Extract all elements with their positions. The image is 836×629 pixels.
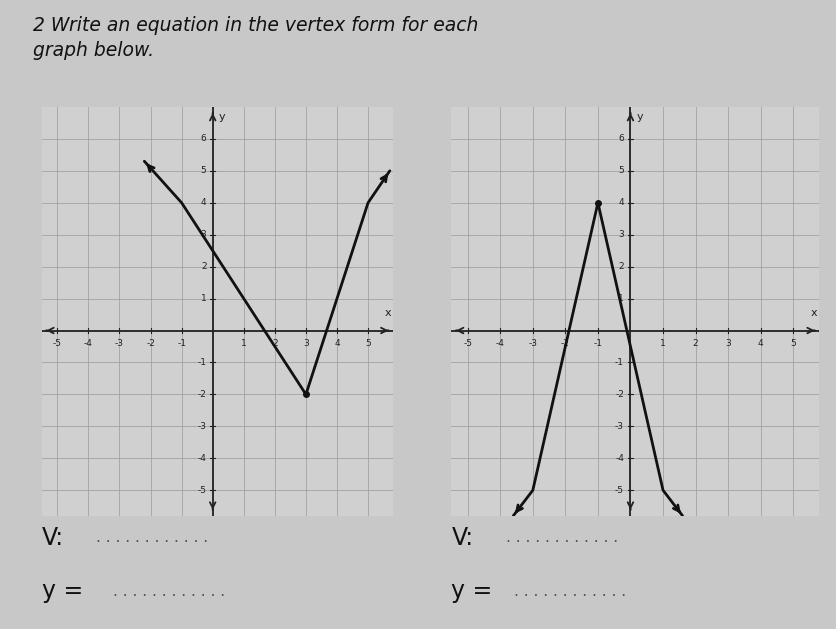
Text: x: x xyxy=(385,308,391,318)
Text: -3: -3 xyxy=(115,338,124,347)
Text: 2: 2 xyxy=(693,338,698,347)
Text: 1: 1 xyxy=(241,338,247,347)
Text: -4: -4 xyxy=(197,454,206,463)
Text: 1: 1 xyxy=(660,338,666,347)
Text: -2: -2 xyxy=(146,338,155,347)
Text: -1: -1 xyxy=(594,338,603,347)
Text: -1: -1 xyxy=(197,358,206,367)
Text: -3: -3 xyxy=(197,422,206,431)
Text: 5: 5 xyxy=(618,166,624,175)
Text: y: y xyxy=(218,112,225,122)
Text: -3: -3 xyxy=(528,338,538,347)
Text: graph below.: graph below. xyxy=(33,41,155,60)
Text: 1: 1 xyxy=(618,294,624,303)
Text: -5: -5 xyxy=(197,486,206,495)
Text: -3: -3 xyxy=(615,422,624,431)
Text: -4: -4 xyxy=(496,338,505,347)
Text: -5: -5 xyxy=(463,338,472,347)
Text: 1: 1 xyxy=(201,294,206,303)
Text: 5: 5 xyxy=(365,338,371,347)
Text: y =: y = xyxy=(42,579,83,603)
Text: -1: -1 xyxy=(177,338,186,347)
Text: 3: 3 xyxy=(303,338,308,347)
Text: . . . . . . . . . . . .: . . . . . . . . . . . . xyxy=(96,530,208,545)
Text: 2: 2 xyxy=(272,338,278,347)
Text: . . . . . . . . . . . .: . . . . . . . . . . . . xyxy=(514,584,626,599)
Text: 6: 6 xyxy=(618,135,624,143)
Text: 3: 3 xyxy=(201,230,206,239)
Text: 4: 4 xyxy=(619,198,624,207)
Text: 4: 4 xyxy=(758,338,763,347)
Text: 5: 5 xyxy=(790,338,796,347)
Text: 2: 2 xyxy=(201,262,206,271)
Text: 2 Write an equation in the vertex form for each: 2 Write an equation in the vertex form f… xyxy=(33,16,479,35)
Text: 4: 4 xyxy=(201,198,206,207)
Text: 6: 6 xyxy=(201,135,206,143)
Text: . . . . . . . . . . . .: . . . . . . . . . . . . xyxy=(113,584,225,599)
Text: y: y xyxy=(636,112,643,122)
Text: . . . . . . . . . . . .: . . . . . . . . . . . . xyxy=(506,530,618,545)
Text: 3: 3 xyxy=(618,230,624,239)
Text: -5: -5 xyxy=(53,338,62,347)
Text: V:: V: xyxy=(451,526,473,550)
Text: x: x xyxy=(811,308,818,318)
Text: -2: -2 xyxy=(615,390,624,399)
Text: V:: V: xyxy=(42,526,64,550)
Text: -4: -4 xyxy=(615,454,624,463)
Text: -4: -4 xyxy=(84,338,93,347)
Text: 2: 2 xyxy=(619,262,624,271)
Text: -2: -2 xyxy=(561,338,570,347)
Text: -1: -1 xyxy=(615,358,624,367)
Text: y =: y = xyxy=(451,579,492,603)
Text: 5: 5 xyxy=(201,166,206,175)
Text: -2: -2 xyxy=(197,390,206,399)
Text: -5: -5 xyxy=(615,486,624,495)
Text: 3: 3 xyxy=(726,338,731,347)
Text: 4: 4 xyxy=(334,338,339,347)
